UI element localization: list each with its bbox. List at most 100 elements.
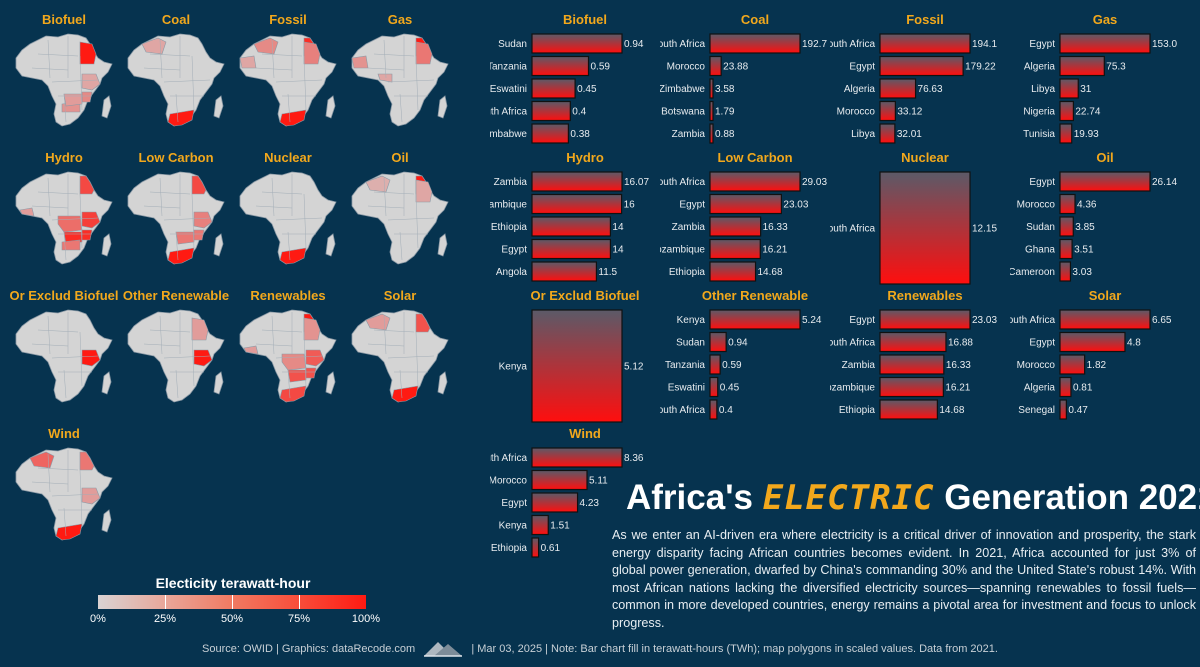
bar-panel-title: Solar xyxy=(1088,288,1122,303)
bar-value-label: 5.12 xyxy=(624,362,644,373)
bar-category-label: Morocco xyxy=(1017,360,1056,371)
bar xyxy=(879,376,944,398)
bar-value-label: 33.12 xyxy=(897,107,922,118)
bar xyxy=(1059,55,1105,77)
bar-category-label: Ethiopia xyxy=(491,222,528,233)
bar-category-label: Nigeria xyxy=(1023,107,1055,118)
bar-category-label: Tunisia xyxy=(1023,129,1055,140)
bar-panel: Egypt 153.0 Algeria 75.3 Libya 31 Nigeria 22.74… xyxy=(1010,12,1200,147)
map-title: Gas xyxy=(387,12,413,27)
bar-chart: South Africa 12.15 xyxy=(830,171,997,285)
bar-category-label: Sudan xyxy=(498,39,527,50)
map-region xyxy=(365,175,391,193)
map-region xyxy=(29,451,55,469)
africa-map xyxy=(127,309,225,403)
bar-value-label: 3.51 xyxy=(1074,245,1094,256)
bar-category-label: Egypt xyxy=(679,200,705,211)
map-region xyxy=(191,175,207,195)
bar-category-label: Mozambique xyxy=(490,200,527,211)
map-region xyxy=(243,345,259,355)
bar-panel-title: Wind xyxy=(569,426,601,441)
bar xyxy=(709,354,721,375)
legend-tick-label: 100% xyxy=(351,613,381,625)
bar-value-label: 179.22 xyxy=(965,62,996,73)
bar xyxy=(709,261,757,282)
bar-panel-title: Biofuel xyxy=(562,12,608,27)
bar xyxy=(879,331,947,353)
map-panel: Or Exclud Biofuel xyxy=(8,288,120,418)
bar xyxy=(879,55,964,77)
datarecode-logo-icon xyxy=(424,642,463,657)
bar-value-label: 22.74 xyxy=(1075,107,1100,118)
bar-category-label: Tanzania xyxy=(665,360,705,371)
bar xyxy=(531,78,576,99)
bar-panel: South Africa 29.03 Egypt 23.03 Zambia 16.33 Mo… xyxy=(660,150,850,285)
bar-panel-title: Gas xyxy=(1092,12,1118,27)
legend-tick-label: 75% xyxy=(287,613,311,625)
bar-category-label: Ethiopia xyxy=(669,267,706,278)
bar xyxy=(531,492,579,513)
bar xyxy=(709,193,782,215)
bar-category-label: Senegal xyxy=(1018,405,1055,416)
bar xyxy=(1059,331,1126,353)
bar-chart: South Africa 194.1 Egypt 179.22 Algeria 76.63… xyxy=(830,33,997,144)
map-region xyxy=(253,37,279,55)
bar-value-label: 4.23 xyxy=(580,498,600,509)
map-title: Fossil xyxy=(269,12,307,27)
bar-category-label: Egypt xyxy=(501,245,527,256)
bar-panel-title: Other Renewable xyxy=(701,288,809,303)
map-region xyxy=(19,207,35,217)
map-title: Solar xyxy=(383,288,417,303)
bar xyxy=(1059,309,1151,330)
map-title: Oil xyxy=(391,150,409,165)
bar-category-label: Egypt xyxy=(849,62,875,73)
bar-value-label: 16.33 xyxy=(946,360,971,371)
bar-panel: Egypt 23.03 South Africa 16.88 Zambia 16.33 Mo… xyxy=(830,288,1020,423)
bar-category-label: Angola xyxy=(496,267,528,278)
map-region xyxy=(79,41,97,65)
map-region xyxy=(281,353,307,371)
bar-value-label: 75.3 xyxy=(1106,62,1126,73)
bar-panel: Zambia 16.07 Mozambique 16 Ethiopia 14 Egypt 14… xyxy=(490,150,680,285)
bar-category-label: Sudan xyxy=(676,338,705,349)
legend-tick-line xyxy=(299,595,300,609)
legend-tick-line xyxy=(232,595,233,609)
bar-value-label: 0.59 xyxy=(590,62,610,73)
bar-chart: South Africa 6.65 Egypt 4.8 Morocco 1.82 Alger… xyxy=(1010,309,1172,420)
bar-value-label: 4.8 xyxy=(1127,338,1141,349)
bar xyxy=(879,171,971,285)
bar-chart: Egypt 23.03 South Africa 16.88 Zambia 16.33 Mo… xyxy=(830,309,997,420)
bar xyxy=(709,171,801,192)
map-region xyxy=(81,73,101,91)
bar-value-label: 3.03 xyxy=(1072,267,1092,278)
map-region xyxy=(351,55,369,69)
bar-category-label: Morocco xyxy=(667,62,706,73)
bar-value-label: 8.36 xyxy=(624,453,644,464)
bar-category-label: South Africa xyxy=(660,39,705,50)
bar-value-label: 31 xyxy=(1080,84,1092,95)
bar-value-label: 3.85 xyxy=(1075,222,1095,233)
map-panel: Low Carbon xyxy=(120,150,232,280)
map-panel: Gas xyxy=(344,12,456,142)
map-title: Low Carbon xyxy=(138,150,214,165)
bar xyxy=(709,309,801,330)
bar xyxy=(531,238,612,260)
bar-value-label: 192.7 xyxy=(802,39,827,50)
bar-category-label: Botswana xyxy=(661,107,705,118)
footer-source: Source: OWID | Graphics: dataRecode.com xyxy=(202,642,416,655)
title-accent: ELECTRIC xyxy=(762,478,935,518)
bar-category-label: Egypt xyxy=(501,498,527,509)
bar-panel: South Africa 194.1 Egypt 179.22 Algeria 76.63… xyxy=(830,12,1020,147)
bar-category-label: South Africa xyxy=(830,224,875,235)
map-panel: Hydro xyxy=(8,150,120,280)
bar xyxy=(879,33,971,54)
bar-chart: Kenya 5.24 Sudan 0.94 Tanzania 0.59 Eswatini 0.… xyxy=(660,309,822,420)
bar-value-label: 1.79 xyxy=(715,107,735,118)
bar-category-label: Zambia xyxy=(672,222,706,233)
map-region xyxy=(303,41,321,65)
bar-category-label: Eswatini xyxy=(490,84,527,95)
map-panel: Fossil xyxy=(232,12,344,142)
bar-value-label: 0.4 xyxy=(719,405,733,416)
bar-value-label: 11.5 xyxy=(598,267,617,278)
bar-category-label: Kenya xyxy=(677,315,706,326)
